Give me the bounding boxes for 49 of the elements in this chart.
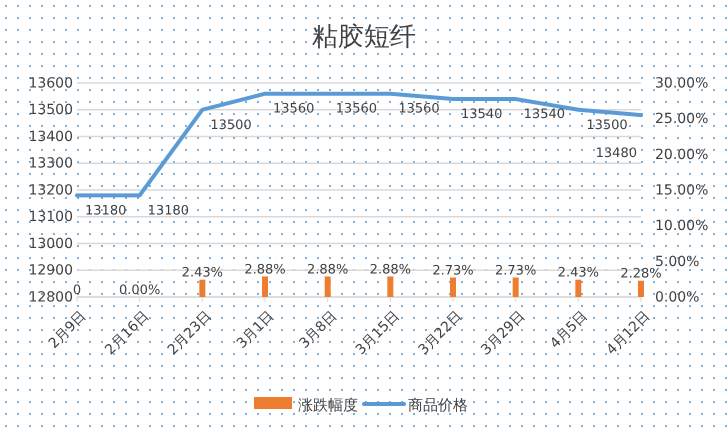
data-label: 2.28% — [620, 266, 662, 282]
data-label: 13560 — [273, 102, 314, 117]
data-label: 13540 — [461, 107, 502, 122]
x-tick-label: 2月16日 — [102, 308, 152, 358]
y2-tick-label: 10.00% — [655, 218, 708, 234]
x-tick-label: 2月23日 — [164, 308, 215, 358]
data-label: 2.88% — [244, 262, 286, 278]
y-tick-label: 13000 — [28, 236, 73, 252]
y-tick-label: 13600 — [28, 75, 73, 92]
data-label: 2.43% — [558, 266, 599, 281]
data-label: 13500 — [210, 118, 252, 133]
y2-tick-label: 0.00% — [655, 289, 700, 306]
y2-tick-label: 20.00% — [655, 146, 708, 163]
y2-tick-label: 25.00% — [655, 111, 708, 128]
y-tick-label: 13300 — [28, 156, 73, 172]
data-label: 2.88% — [370, 262, 411, 278]
data-label: 13180 — [148, 203, 190, 218]
y-tick-label: 13400 — [28, 128, 73, 145]
y-tick-label: 13100 — [28, 209, 73, 226]
y-tick-label: 13500 — [28, 102, 73, 118]
data-label: 13560 — [336, 102, 378, 117]
data-label: 2.43% — [182, 266, 223, 281]
data-label: 13180 — [85, 203, 126, 218]
data-label: 13560 — [398, 102, 440, 117]
data-label: 13480 — [596, 146, 637, 162]
data-label: 13540 — [524, 107, 566, 122]
x-tick-label: 3月1日 — [234, 308, 278, 352]
y2-tick-label: 30.00% — [655, 75, 708, 92]
x-tick-label: 3月22日 — [415, 308, 466, 358]
y-tick-label: 12800 — [28, 289, 73, 306]
x-tick-label: 3月15日 — [352, 308, 403, 358]
data-label: 0.00% — [119, 283, 160, 298]
data-label: 0 — [72, 283, 82, 298]
x-tick-label: 4月5日 — [547, 308, 591, 352]
data-label: 2.88% — [307, 262, 348, 278]
x-tick-label: 2月9日 — [46, 308, 90, 352]
line-series — [75, 92, 643, 198]
x-tick-label: 4月12日 — [603, 308, 654, 358]
y-tick-label: 12900 — [28, 262, 73, 279]
chart-title: 粘胶短纤 — [312, 22, 416, 52]
x-tick-label: 3月29日 — [478, 308, 528, 358]
y-tick-label: 13200 — [28, 182, 73, 198]
data-label: 2.73% — [495, 264, 536, 279]
data-label: 2.73% — [432, 264, 474, 279]
data-label: 13500 — [586, 118, 628, 133]
x-tick-label: 3月8日 — [296, 308, 340, 352]
legend-label: 涨跌幅度 — [298, 396, 358, 414]
legend-label: 商品价格 — [408, 396, 468, 414]
y2-tick-label: 15.00% — [655, 182, 708, 198]
